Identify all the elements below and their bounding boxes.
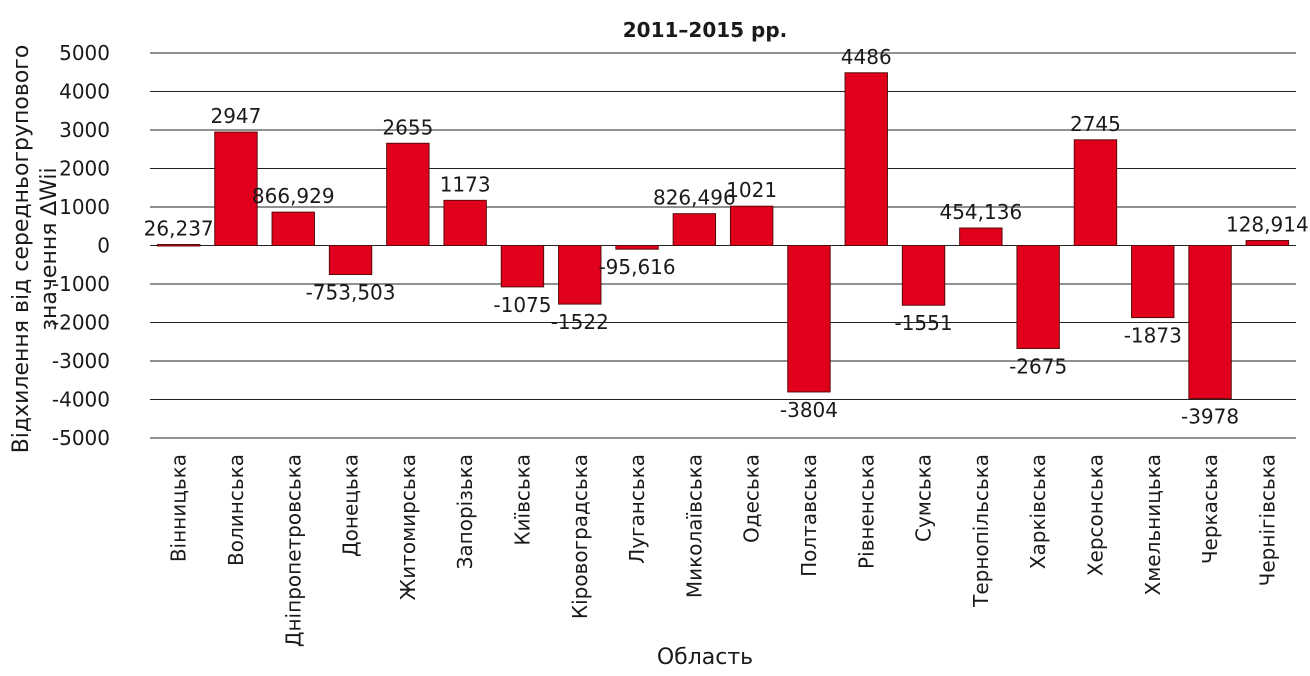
category-label: Миколаївська xyxy=(682,454,706,598)
bar xyxy=(500,245,545,288)
category-label: Харківська xyxy=(1026,454,1050,569)
x-axis-categories: Вінницька Волинська Дніпропетровська Донець… xyxy=(167,454,1280,647)
data-label: 1173 xyxy=(440,172,491,196)
bar xyxy=(672,213,717,246)
category-label: Дніпропетровська xyxy=(281,454,305,647)
category-label: Житомирська xyxy=(396,454,420,600)
category-label: Одеська xyxy=(740,454,764,543)
data-label: -1551 xyxy=(894,311,952,335)
data-label: 128,914 xyxy=(1226,213,1309,237)
category-label: Кіровоградська xyxy=(568,454,592,619)
data-label: -3978 xyxy=(1181,405,1239,429)
bar xyxy=(386,142,430,246)
bar xyxy=(214,131,258,246)
y-tick-label: 0 xyxy=(97,234,110,258)
gridlines xyxy=(150,52,1296,439)
category-label: Вінницька xyxy=(167,454,191,562)
bar xyxy=(1016,245,1060,349)
bar xyxy=(959,227,1003,246)
bar xyxy=(558,245,602,305)
data-label: -95,616 xyxy=(598,255,675,279)
category-label: Полтавська xyxy=(797,454,821,577)
category-label: Київська xyxy=(510,454,534,546)
data-label: 1021 xyxy=(726,178,777,202)
category-label: Херсонська xyxy=(1083,454,1107,576)
y-axis-ticks: 5000 4000 3000 2000 1000 0 -1000 -2000 -3000 -400… xyxy=(52,41,110,450)
bar xyxy=(1245,240,1290,246)
bar xyxy=(1073,139,1118,247)
category-label: Запорізька xyxy=(453,454,477,569)
y-tick-label: 3000 xyxy=(59,118,110,142)
bar xyxy=(844,72,888,246)
y-tick-label: 5000 xyxy=(59,41,110,65)
data-label: 4486 xyxy=(841,45,892,69)
bar xyxy=(156,243,201,247)
bar xyxy=(1131,245,1175,319)
x-axis-title: Область xyxy=(657,645,753,670)
data-label: -1075 xyxy=(493,293,551,317)
y-tick-label: 4000 xyxy=(59,80,110,104)
category-label: Сумська xyxy=(912,454,936,542)
category-label: Черкаська xyxy=(1198,454,1222,564)
data-label: 454,136 xyxy=(939,200,1022,224)
bar xyxy=(1188,245,1232,400)
data-labels: 26,2372947866,929-753,50326551173-1075-1… xyxy=(144,45,1309,429)
bar xyxy=(729,205,774,246)
data-label: -1873 xyxy=(1124,324,1182,348)
data-label: 26,237 xyxy=(144,216,214,240)
y-tick-label: 1000 xyxy=(59,195,110,219)
bar xyxy=(328,245,373,276)
data-label: 2947 xyxy=(210,104,261,128)
y-tick-label: 2000 xyxy=(59,157,110,181)
y-tick-label: -4000 xyxy=(52,388,110,412)
y-axis-title-line1: Відхилення від середньогрупового xyxy=(9,45,34,454)
category-label: Луганська xyxy=(625,454,649,564)
data-label: -753,503 xyxy=(306,281,396,305)
data-label: 2745 xyxy=(1070,112,1121,136)
chart-title: 2011–2015 рр. xyxy=(623,18,788,42)
data-label: 866,929 xyxy=(252,184,335,208)
bar xyxy=(901,245,946,306)
category-label: Рівненська xyxy=(854,454,878,569)
category-label: Тернопільська xyxy=(969,454,993,608)
category-label: Чернігівська xyxy=(1255,454,1279,586)
data-label: -3804 xyxy=(780,398,838,422)
data-label: 2655 xyxy=(382,115,433,139)
bars xyxy=(156,72,1290,400)
y-tick-label: -3000 xyxy=(52,349,110,373)
y-axis-title-line2: значення ∆Wii xyxy=(37,167,62,330)
data-label: -2675 xyxy=(1009,354,1067,378)
data-label: -1522 xyxy=(551,310,609,334)
y-tick-label: -2000 xyxy=(52,311,110,335)
category-label: Хмельницька xyxy=(1141,454,1165,595)
category-label: Волинська xyxy=(224,454,248,566)
y-tick-label: -1000 xyxy=(52,272,110,296)
bar xyxy=(615,245,659,250)
bar xyxy=(787,245,831,393)
y-tick-label: -5000 xyxy=(52,426,110,450)
category-label: Донецька xyxy=(339,454,363,557)
bar xyxy=(443,199,487,246)
bar xyxy=(271,211,315,246)
data-label: 826,496 xyxy=(653,186,736,210)
